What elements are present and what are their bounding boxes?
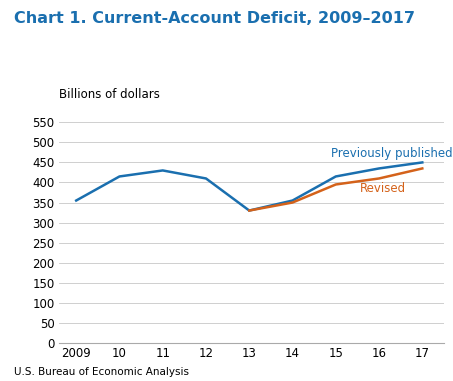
Text: Previously published: Previously published	[332, 147, 453, 160]
Text: Chart 1. Current-Account Deficit, 2009–2017: Chart 1. Current-Account Deficit, 2009–2…	[14, 11, 414, 26]
Text: Billions of dollars: Billions of dollars	[59, 88, 160, 101]
Text: Revised: Revised	[360, 182, 406, 195]
Text: U.S. Bureau of Economic Analysis: U.S. Bureau of Economic Analysis	[14, 367, 188, 377]
